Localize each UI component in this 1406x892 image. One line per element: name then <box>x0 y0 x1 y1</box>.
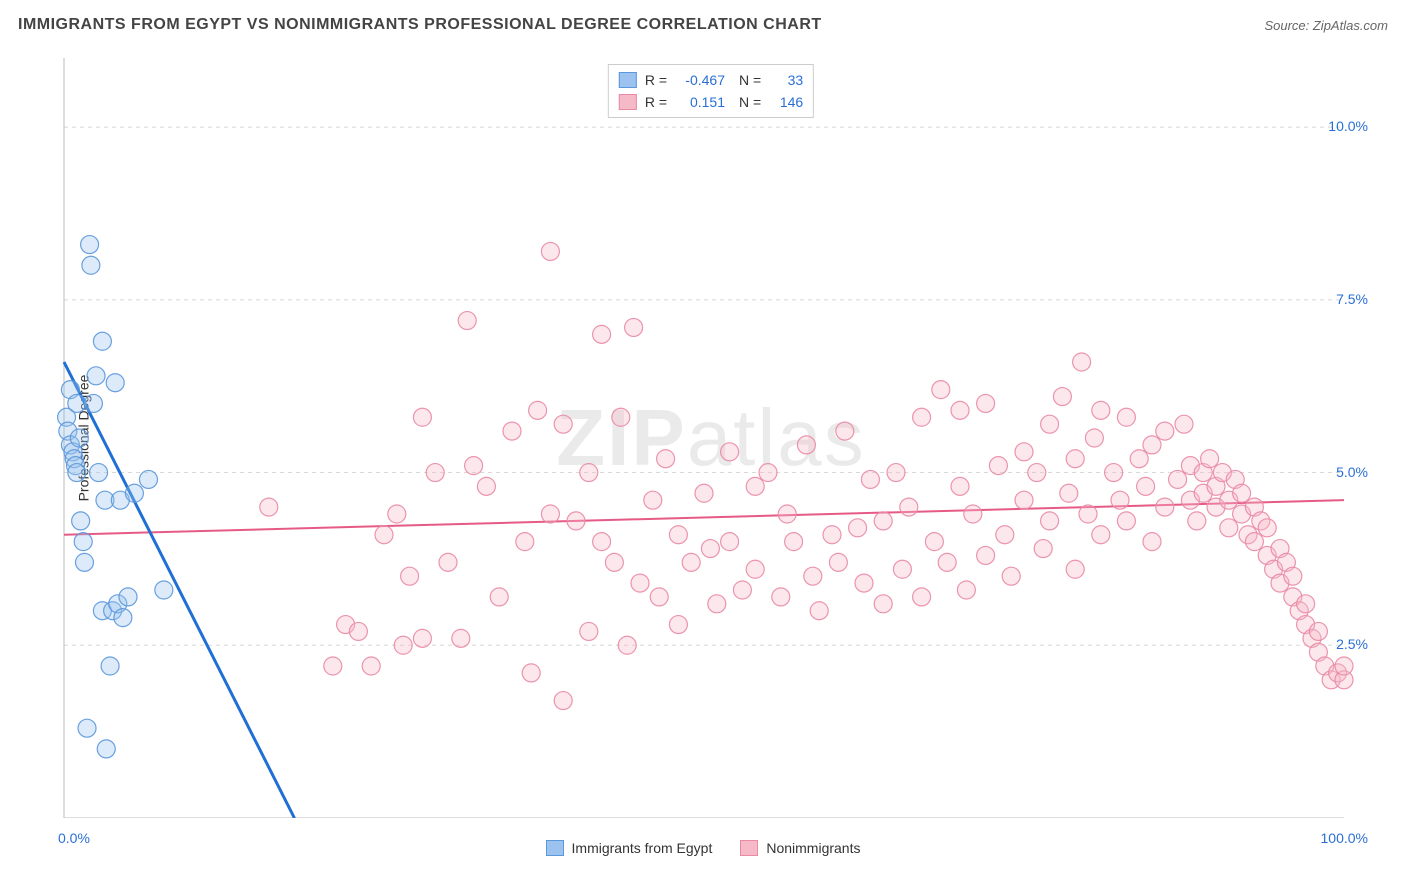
y-tick-label: 10.0% <box>1328 118 1368 134</box>
r-value: 0.151 <box>675 91 725 113</box>
legend-swatch-icon <box>740 840 758 856</box>
chart-container: Professional Degree ZIPatlas R = -0.467 … <box>50 58 1372 818</box>
legend-label: Nonimmigrants <box>766 840 860 856</box>
legend-item: Immigrants from Egypt <box>546 840 713 856</box>
n-value: 33 <box>769 69 803 91</box>
y-tick-label: 2.5% <box>1336 636 1368 652</box>
r-label: R = <box>645 69 667 91</box>
source-name[interactable]: ZipAtlas.com <box>1313 18 1388 33</box>
legend-item: Nonimmigrants <box>740 840 860 856</box>
page-title: IMMIGRANTS FROM EGYPT VS NONIMMIGRANTS P… <box>18 16 822 34</box>
legend-swatch-icon <box>619 72 637 88</box>
y-tick-label: 5.0% <box>1336 464 1368 480</box>
scatter-plot <box>50 58 1372 818</box>
legend-swatch-icon <box>619 94 637 110</box>
n-label: N = <box>739 91 761 113</box>
n-label: N = <box>739 69 761 91</box>
header: IMMIGRANTS FROM EGYPT VS NONIMMIGRANTS P… <box>18 16 1388 34</box>
source-prefix: Source: <box>1264 18 1312 33</box>
correlation-legend: R = -0.467 N = 33 R = 0.151 N = 146 <box>608 64 814 118</box>
r-value: -0.467 <box>675 69 725 91</box>
legend-swatch-icon <box>546 840 564 856</box>
legend-label: Immigrants from Egypt <box>572 840 713 856</box>
series-legend: Immigrants from Egypt Nonimmigrants <box>0 840 1406 856</box>
r-label: R = <box>645 91 667 113</box>
n-value: 146 <box>769 91 803 113</box>
source-attribution: Source: ZipAtlas.com <box>1264 18 1388 33</box>
y-tick-label: 7.5% <box>1336 291 1368 307</box>
legend-row: R = 0.151 N = 146 <box>619 91 803 113</box>
legend-row: R = -0.467 N = 33 <box>619 69 803 91</box>
